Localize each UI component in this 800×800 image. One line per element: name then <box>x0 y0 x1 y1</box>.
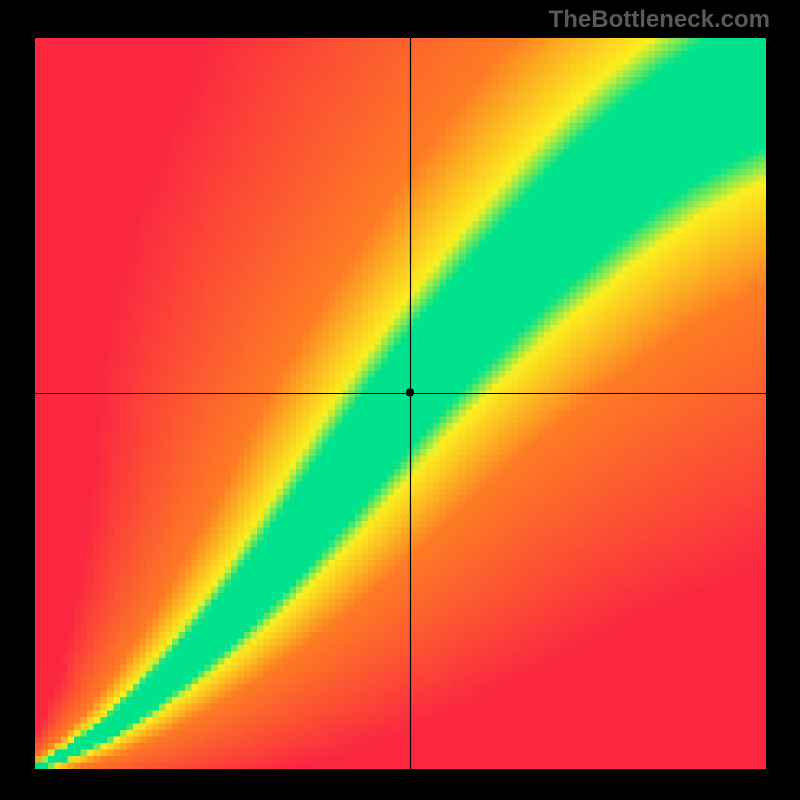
chart-container: TheBottleneck.com <box>0 0 800 800</box>
crosshair-overlay <box>35 38 766 769</box>
watermark-text: TheBottleneck.com <box>549 6 770 34</box>
